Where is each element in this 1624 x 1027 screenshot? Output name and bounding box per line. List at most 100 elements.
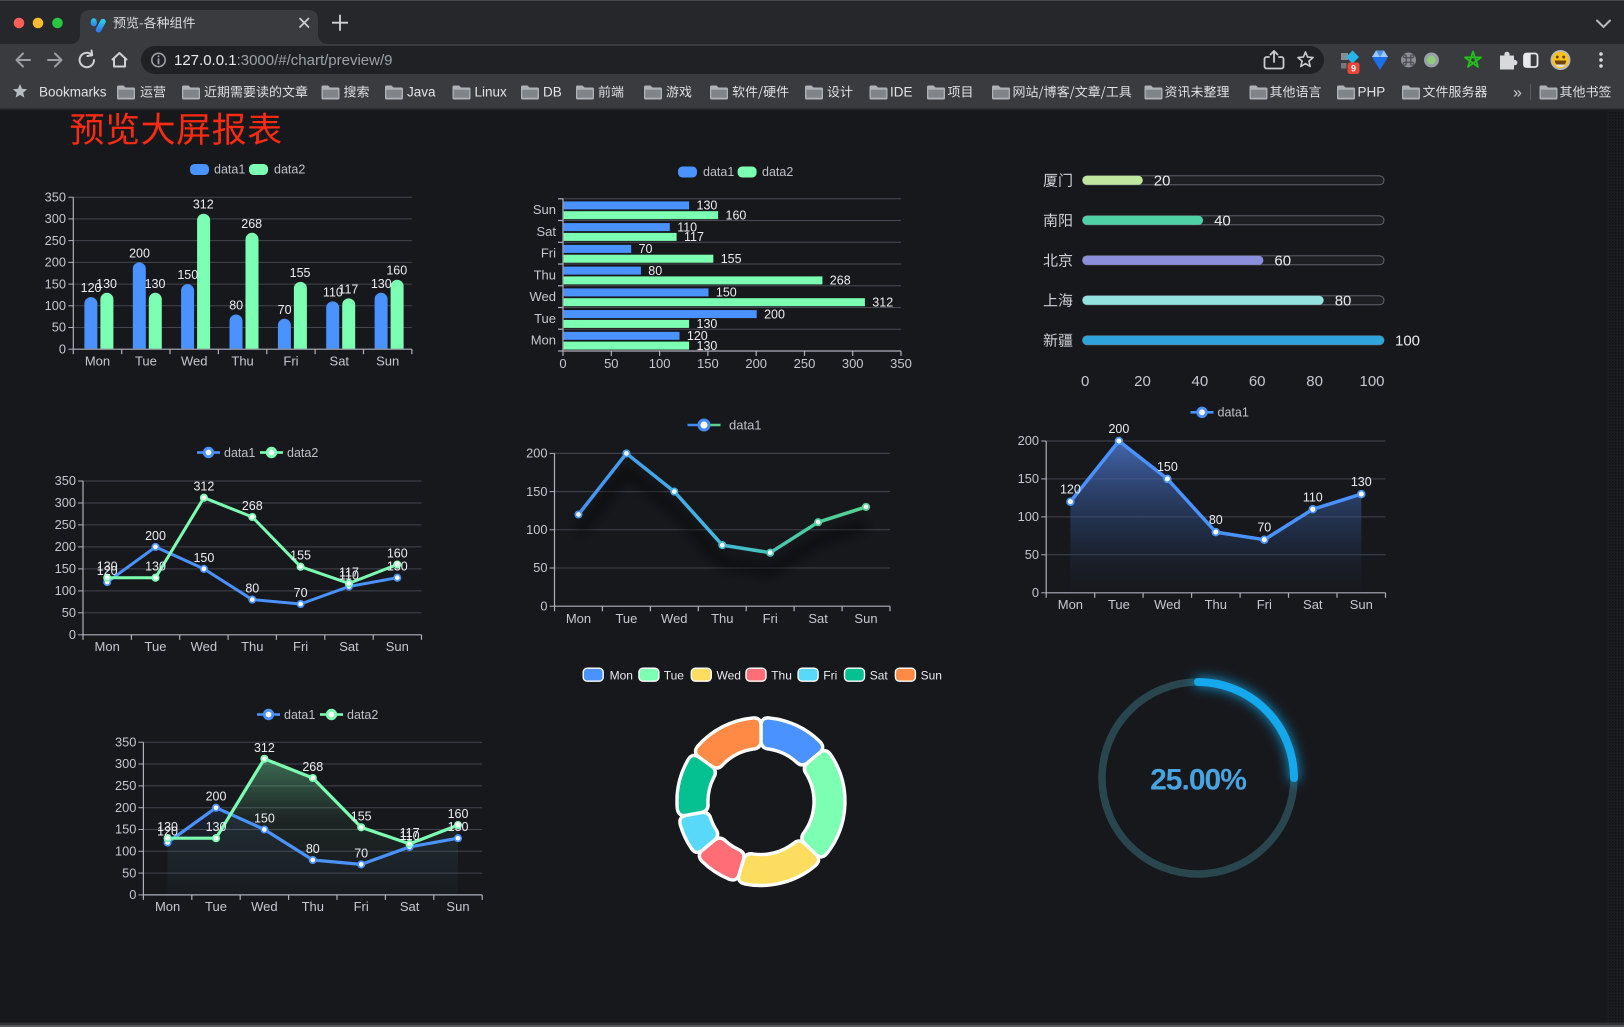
svg-text:50: 50 [122, 865, 136, 880]
svg-text:70: 70 [278, 303, 292, 317]
svg-text:60: 60 [1249, 373, 1266, 390]
svg-text:300: 300 [45, 211, 66, 226]
svg-text:Fri: Fri [293, 639, 308, 654]
svg-text:100: 100 [526, 522, 547, 537]
svg-text:130: 130 [371, 277, 392, 291]
svg-text:Mon: Mon [155, 899, 180, 914]
svg-text:160: 160 [387, 547, 408, 561]
svg-text:Sat: Sat [400, 899, 420, 914]
svg-text:Fri: Fri [823, 668, 837, 682]
svg-text:80: 80 [1335, 292, 1352, 309]
svg-text:Tue: Tue [534, 311, 556, 326]
svg-text:Fri: Fri [763, 611, 778, 626]
svg-text:268: 268 [242, 499, 263, 513]
svg-text:Wed: Wed [530, 289, 557, 304]
svg-text:Wed: Wed [191, 639, 218, 654]
svg-text:130: 130 [697, 199, 718, 213]
svg-text:160: 160 [726, 209, 747, 223]
svg-text:Sat: Sat [1303, 597, 1323, 612]
svg-text:Sun: Sun [921, 668, 942, 682]
svg-text:120: 120 [81, 281, 102, 295]
svg-text:data2: data2 [274, 163, 305, 177]
svg-text:250: 250 [794, 356, 816, 371]
svg-text:Wed: Wed [1154, 597, 1181, 612]
svg-text:Tue: Tue [135, 354, 157, 369]
svg-text:Thu: Thu [241, 639, 263, 654]
svg-text:Fri: Fri [1257, 597, 1272, 612]
svg-text:130: 130 [448, 820, 469, 834]
svg-text:80: 80 [306, 842, 320, 856]
svg-text:200: 200 [45, 255, 66, 270]
svg-text:Tue: Tue [1108, 597, 1130, 612]
svg-text:40: 40 [1214, 212, 1231, 229]
svg-text:200: 200 [764, 307, 785, 321]
svg-text:Thu: Thu [711, 611, 733, 626]
svg-text:Sun: Sun [446, 899, 469, 914]
svg-text:250: 250 [45, 233, 66, 248]
svg-text:117: 117 [339, 565, 359, 579]
svg-text:100: 100 [1018, 509, 1039, 524]
svg-text:200: 200 [526, 446, 547, 461]
svg-text:0: 0 [1081, 373, 1089, 390]
svg-text:150: 150 [254, 812, 275, 826]
svg-text:Thu: Thu [302, 899, 324, 914]
svg-text:Mon: Mon [566, 611, 591, 626]
svg-text:117: 117 [684, 230, 704, 244]
svg-text:110: 110 [339, 569, 359, 583]
svg-text:Sun: Sun [1350, 597, 1373, 612]
svg-text:150: 150 [697, 356, 719, 371]
svg-text:200: 200 [206, 790, 227, 804]
svg-text:IDE: IDE [890, 85, 913, 100]
svg-text:130: 130 [145, 560, 166, 574]
svg-text:Thu: Thu [1205, 597, 1227, 612]
svg-text:100: 100 [55, 583, 76, 598]
svg-text:130: 130 [697, 317, 718, 331]
svg-text:Tue: Tue [145, 639, 167, 654]
svg-text:50: 50 [533, 560, 547, 575]
svg-text:Wed: Wed [717, 668, 741, 682]
svg-text:120: 120 [687, 329, 708, 343]
svg-text:Thu: Thu [771, 668, 792, 682]
svg-text:Bookmarks: Bookmarks [39, 85, 107, 100]
svg-text:155: 155 [290, 266, 311, 280]
svg-text:130: 130 [206, 820, 227, 834]
svg-text:Sat: Sat [808, 611, 828, 626]
svg-text:20: 20 [1154, 172, 1171, 189]
svg-text:70: 70 [639, 242, 653, 256]
svg-text:350: 350 [55, 473, 76, 488]
svg-text:Sun: Sun [533, 202, 556, 217]
svg-text:20: 20 [1134, 373, 1151, 390]
svg-text:Thu: Thu [534, 267, 556, 282]
svg-text:0: 0 [1032, 585, 1039, 600]
svg-text:268: 268 [830, 274, 851, 288]
svg-text:Sat: Sat [870, 668, 889, 682]
svg-text:110: 110 [677, 220, 697, 234]
svg-text:DB: DB [543, 85, 562, 100]
svg-text:300: 300 [842, 356, 864, 371]
svg-text:250: 250 [55, 517, 76, 532]
svg-text:data1: data1 [729, 418, 762, 433]
svg-text:80: 80 [245, 582, 259, 596]
svg-text:155: 155 [351, 809, 372, 823]
svg-text:268: 268 [302, 760, 323, 774]
svg-text:312: 312 [254, 741, 275, 755]
svg-text:350: 350 [890, 356, 912, 371]
svg-text:120: 120 [1060, 483, 1081, 497]
svg-text:350: 350 [45, 189, 66, 204]
svg-text:110: 110 [323, 285, 343, 299]
svg-text:130: 130 [96, 277, 117, 291]
svg-text:312: 312 [872, 296, 893, 310]
svg-text:268: 268 [241, 217, 262, 231]
svg-text:300: 300 [115, 756, 136, 771]
svg-text:data1: data1 [1218, 406, 1249, 420]
svg-text:Tue: Tue [205, 899, 227, 914]
svg-text:Sun: Sun [376, 354, 399, 369]
svg-text:100: 100 [45, 298, 66, 313]
svg-text:60: 60 [1274, 252, 1291, 269]
svg-text:130: 130 [387, 560, 408, 574]
svg-text:100: 100 [115, 844, 136, 859]
svg-text:0: 0 [129, 887, 136, 902]
svg-text:130: 130 [145, 277, 166, 291]
svg-text:160: 160 [386, 264, 407, 278]
svg-text:350: 350 [115, 734, 136, 749]
